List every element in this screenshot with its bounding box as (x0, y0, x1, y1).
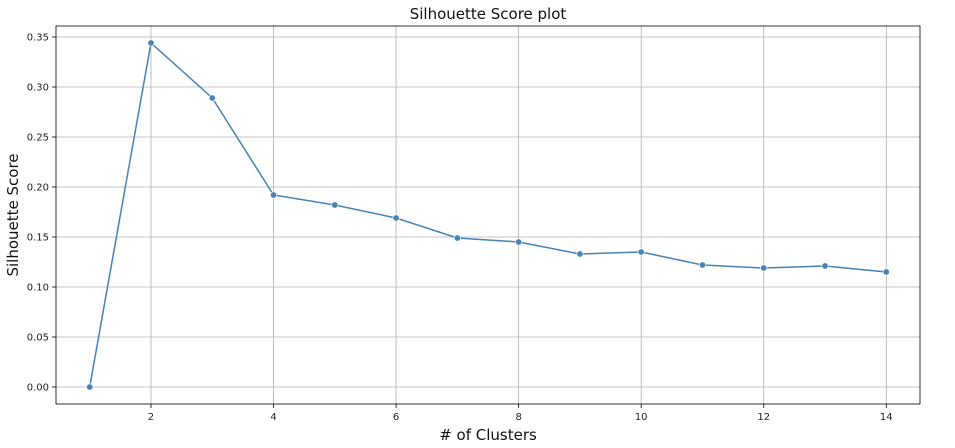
y-tick-label: 0.35 (27, 33, 49, 44)
data-point (453, 234, 461, 242)
x-axis-label: # of Clusters (439, 426, 537, 444)
y-tick-label: 0.20 (27, 183, 49, 194)
x-tick-label: 8 (515, 412, 521, 423)
y-tick-label: 0.00 (27, 383, 49, 394)
y-tick-label: 0.10 (27, 283, 49, 294)
data-point (821, 262, 829, 270)
data-point (147, 39, 155, 47)
x-tick-label: 10 (635, 412, 648, 423)
x-tick-label: 12 (757, 412, 770, 423)
y-tick-label: 0.25 (27, 133, 49, 144)
data-point (86, 383, 94, 391)
data-point (882, 268, 890, 276)
plot-frame (55, 25, 921, 405)
chart-title: Silhouette Score plot (410, 5, 567, 23)
x-tick-label: 14 (880, 412, 893, 423)
series-line (88, 41, 887, 388)
data-point (331, 201, 339, 209)
data-point (698, 261, 706, 269)
y-axis-label: Silhouette Score (4, 153, 22, 276)
data-point (515, 238, 523, 246)
series-layer (86, 39, 890, 391)
data-point (760, 264, 768, 272)
y-tick-label: 0.30 (27, 83, 49, 94)
x-tick-label: 6 (393, 412, 399, 423)
x-tick-label: 2 (148, 412, 154, 423)
x-axis: 2 4 6 8 10 12 14 (148, 404, 893, 423)
data-point (637, 248, 645, 256)
data-point (270, 191, 278, 199)
y-tick-label: 0.05 (27, 333, 49, 344)
data-point (392, 214, 400, 222)
x-tick-label: 4 (270, 412, 276, 423)
y-tick-label: 0.15 (27, 233, 49, 244)
data-point (576, 250, 584, 258)
y-axis: 0.00 0.05 0.10 0.15 0.20 0.25 0.30 0.35 (27, 33, 56, 394)
data-point (208, 94, 216, 102)
